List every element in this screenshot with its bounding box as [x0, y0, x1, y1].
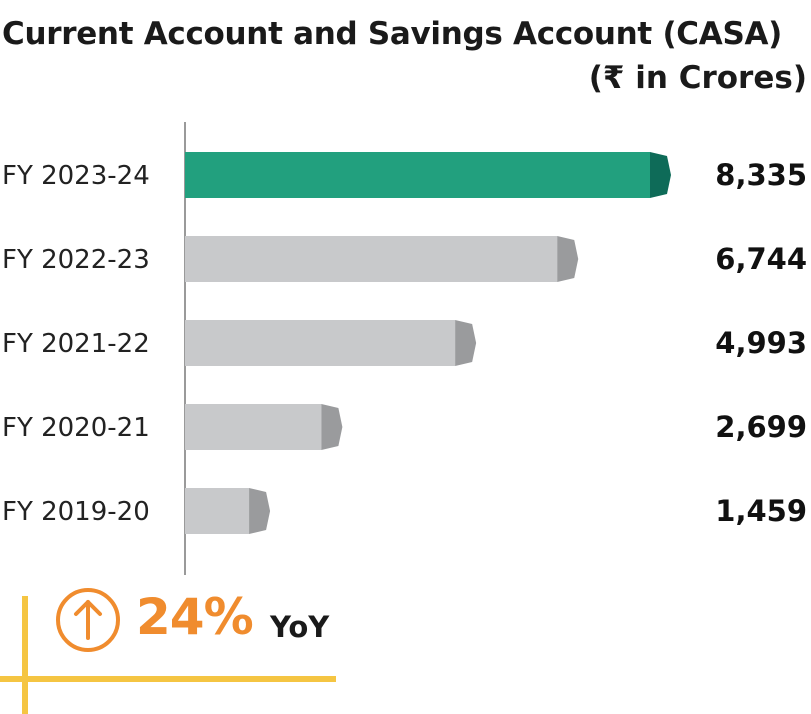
- bar-chart: FY 2023-24 8,335 FY 2022-23 6,744 FY 2021-22…: [2, 122, 807, 575]
- bar-group: [185, 236, 579, 282]
- bar-end-cap: [321, 404, 343, 450]
- bar-group: [185, 488, 271, 534]
- bar-group: [185, 404, 343, 450]
- bar: [185, 488, 250, 534]
- growth-value: 24%: [136, 588, 254, 646]
- guide-horizontal-line: [0, 676, 336, 682]
- category-label: FY 2021-22: [2, 329, 150, 359]
- guide-vertical-line: [22, 596, 28, 714]
- bar-end-cap: [455, 320, 477, 366]
- value-label: 6,744: [715, 242, 807, 276]
- bar: [185, 152, 650, 198]
- bar-end-cap: [557, 236, 579, 282]
- bar-group: [185, 152, 671, 198]
- yoy-growth-callout: 24% YoY: [0, 580, 340, 714]
- unit-label: (₹ in Crores): [588, 60, 807, 96]
- value-label: 2,699: [715, 410, 807, 444]
- category-label: FY 2022-23: [2, 245, 150, 275]
- bar: [185, 236, 558, 282]
- bar-end-cap: [249, 488, 271, 534]
- value-label: 1,459: [715, 494, 807, 528]
- category-label: FY 2020-21: [2, 413, 150, 443]
- bar: [185, 320, 456, 366]
- chart-title: Current Account and Savings Account (CAS…: [2, 16, 783, 52]
- value-label: 8,335: [715, 158, 807, 192]
- bar-group: [185, 320, 477, 366]
- bar: [185, 404, 322, 450]
- bar-end-cap: [650, 152, 671, 198]
- category-label: FY 2023-24: [2, 161, 150, 191]
- growth-label: YoY: [270, 610, 330, 644]
- value-label: 4,993: [715, 326, 807, 360]
- category-label: FY 2019-20: [2, 497, 150, 527]
- arrow-up-circle-icon: [56, 588, 120, 652]
